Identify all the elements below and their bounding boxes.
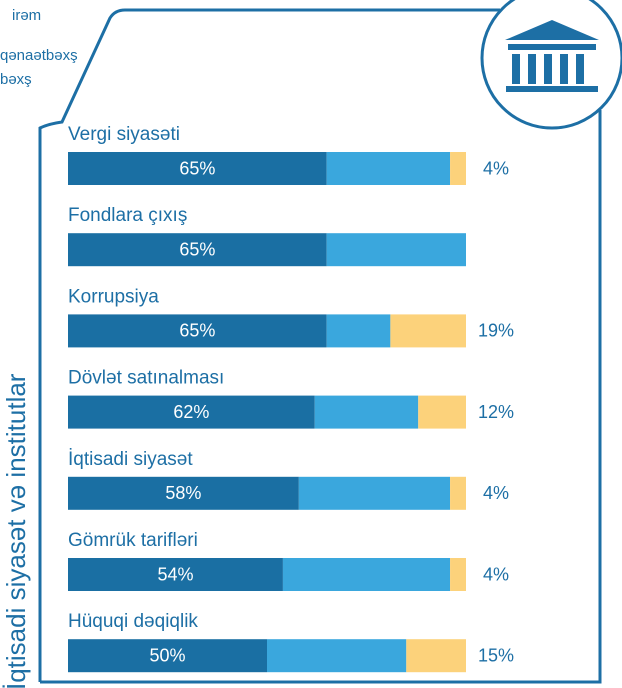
bar-segment <box>314 395 419 429</box>
bar-segment <box>282 558 451 591</box>
value-label: 4% <box>483 564 509 584</box>
bar-segment <box>68 152 327 185</box>
bar-segment <box>326 152 451 185</box>
frame <box>38 8 500 682</box>
y-axis-label: İqtisadi siyasət və institutlar <box>1 373 31 688</box>
bar-segment <box>326 233 466 267</box>
value-label: 65% <box>179 321 215 341</box>
value-label: 58% <box>165 483 201 503</box>
category-label: Vergi siyasəti <box>68 124 180 145</box>
legend-label: irəm <box>12 7 41 24</box>
bar-segment <box>68 639 267 673</box>
value-label: 4% <box>483 158 509 178</box>
bar-segment <box>68 233 327 267</box>
value-label: 54% <box>157 564 193 584</box>
value-label: 62% <box>173 402 209 422</box>
category-label: İqtisadi siyasət <box>68 449 193 470</box>
value-label: 4% <box>483 483 509 503</box>
value-label: 50% <box>149 645 185 665</box>
value-label: 15% <box>478 645 514 665</box>
bar-segment <box>68 395 315 429</box>
legend-label: qənaətbəxş <box>0 47 78 64</box>
legend-label: bəxş <box>0 71 32 88</box>
value-label: 65% <box>179 239 215 259</box>
bar-segment <box>418 395 466 429</box>
bar-segment <box>68 476 299 510</box>
bar-segment <box>267 639 407 673</box>
bar-segment <box>68 558 283 591</box>
bar-segment <box>450 476 466 510</box>
bar-segment <box>68 314 327 348</box>
bar-segment <box>390 314 466 348</box>
category-label: Gömrük tarifləri <box>68 530 198 551</box>
category-label: Hüquqi dəqiqlik <box>68 611 198 632</box>
category-label: Korrupsiya <box>68 286 159 307</box>
bar-segment <box>406 639 466 673</box>
bar-segment <box>450 558 466 591</box>
frame <box>40 110 602 684</box>
bar-segment <box>326 314 391 348</box>
category-label: Fondlara çıxış <box>68 205 187 226</box>
value-label: 19% <box>478 321 514 341</box>
value-label: 12% <box>478 402 514 422</box>
bar-segment <box>450 152 466 185</box>
category-label: Dövlət satınalması <box>68 368 224 389</box>
bar-segment <box>298 476 451 510</box>
building-icon <box>505 20 599 92</box>
value-label: 65% <box>179 158 215 178</box>
